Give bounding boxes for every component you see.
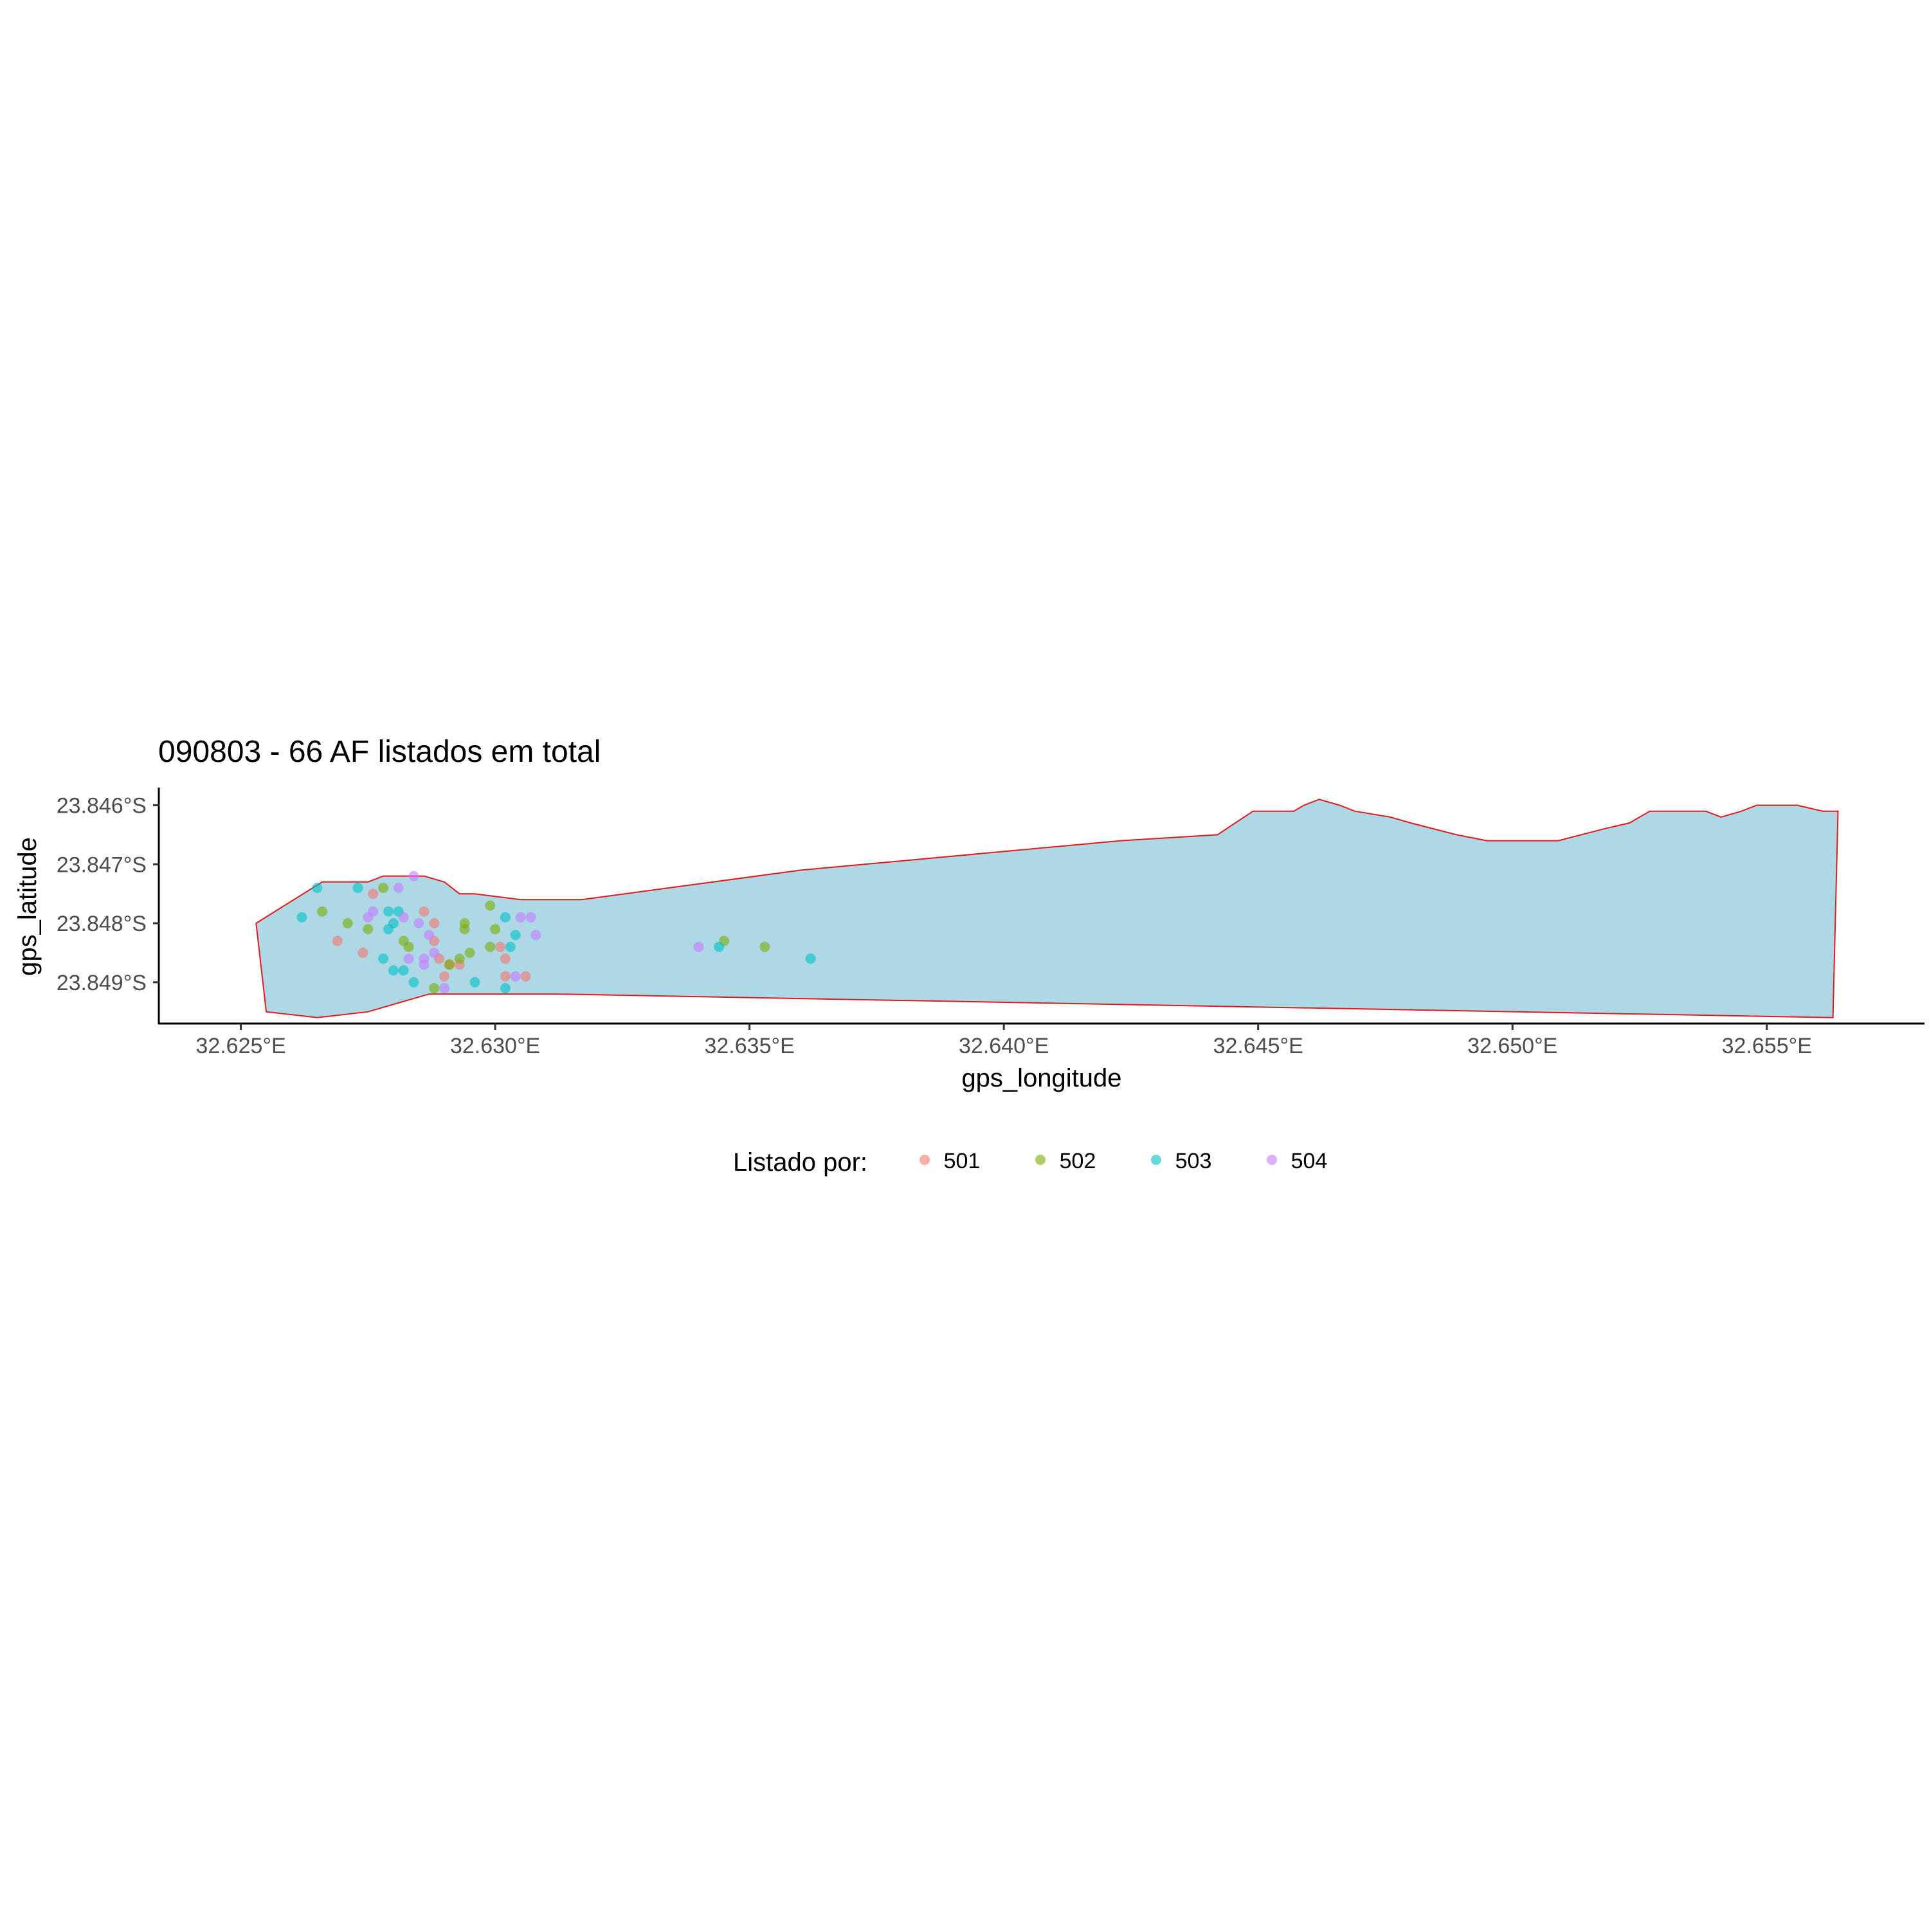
y-tick-label: 23.846°S	[57, 794, 147, 818]
point-502	[363, 924, 374, 935]
point-502	[464, 947, 475, 958]
point-501	[358, 947, 368, 958]
point-504	[403, 953, 414, 964]
point-502	[403, 941, 414, 952]
legend: Listado por: 501 502 503 504	[733, 1148, 1327, 1177]
x-tick-label: 32.650°E	[1467, 1034, 1557, 1058]
x-tick-label: 32.640°E	[959, 1034, 1049, 1058]
series-502	[317, 883, 770, 993]
point-502	[485, 900, 496, 911]
point-504	[429, 947, 440, 958]
point-504	[510, 971, 521, 982]
point-504	[413, 918, 424, 928]
points-layer	[296, 871, 816, 993]
x-tick-label: 32.625°E	[195, 1034, 285, 1058]
legend-label-501: 501	[944, 1149, 981, 1173]
x-axis-title: gps_longitude	[961, 1064, 1121, 1092]
x-tick-label: 32.630°E	[450, 1034, 540, 1058]
point-502	[429, 983, 440, 993]
point-502	[459, 924, 470, 935]
series-504	[363, 871, 704, 993]
point-503	[383, 906, 394, 917]
x-tick-label: 32.655°E	[1722, 1034, 1812, 1058]
point-503	[352, 883, 363, 893]
point-501	[439, 971, 449, 982]
chart-title: 090803 - 66 AF listados em total	[158, 735, 601, 769]
legend-key-504	[1267, 1155, 1277, 1165]
point-503	[378, 953, 389, 964]
point-504	[398, 912, 409, 923]
point-501	[332, 935, 343, 946]
point-504	[439, 983, 449, 993]
point-501	[419, 906, 430, 917]
point-503	[296, 912, 307, 923]
point-503	[398, 965, 409, 976]
x-tick-label: 32.635°E	[704, 1034, 794, 1058]
point-504	[525, 912, 536, 923]
point-503	[500, 912, 511, 923]
point-501	[520, 971, 531, 982]
point-504	[530, 930, 541, 941]
point-503	[469, 977, 480, 988]
x-axis-ticks: 32.625°E 32.630°E 32.635°E 32.640°E 32.645°E…	[195, 1024, 1812, 1058]
point-502	[342, 918, 353, 928]
plot-area	[255, 799, 1839, 1018]
y-axis-title: gps_latitude	[14, 837, 42, 976]
x-tick-label: 32.645°E	[1213, 1034, 1303, 1058]
point-503	[510, 930, 521, 941]
point-501	[429, 918, 440, 928]
point-504	[515, 912, 526, 923]
legend-label-504: 504	[1291, 1149, 1328, 1173]
point-504	[419, 959, 430, 970]
series-503	[296, 883, 816, 993]
point-502	[444, 959, 455, 970]
point-501	[500, 953, 511, 964]
point-504	[368, 906, 379, 917]
point-502	[759, 941, 770, 952]
legend-title: Listado por:	[733, 1148, 867, 1177]
legend-label-503: 503	[1175, 1149, 1212, 1173]
point-503	[408, 977, 419, 988]
point-502	[490, 924, 501, 935]
point-502	[317, 906, 328, 917]
point-502	[454, 953, 465, 964]
legend-key-501	[919, 1155, 930, 1165]
point-504	[424, 930, 435, 941]
y-axis-ticks: 23.846°S 23.847°S 23.848°S 23.849°S	[57, 794, 159, 995]
point-504	[693, 941, 704, 952]
y-tick-label: 23.849°S	[57, 971, 147, 995]
point-503	[312, 883, 323, 893]
point-501	[368, 889, 379, 899]
point-502	[378, 883, 389, 893]
point-503	[714, 941, 725, 952]
point-503	[388, 965, 399, 976]
y-tick-label: 23.847°S	[57, 853, 147, 877]
boundary-polygon	[255, 799, 1839, 1018]
point-503	[805, 953, 816, 964]
point-503	[388, 918, 399, 928]
point-502	[485, 941, 496, 952]
legend-label-502: 502	[1060, 1149, 1096, 1173]
point-503	[505, 941, 516, 952]
point-501	[500, 971, 511, 982]
point-503	[500, 983, 511, 993]
y-tick-label: 23.848°S	[57, 912, 147, 936]
legend-key-502	[1035, 1155, 1046, 1165]
legend-key-503	[1151, 1155, 1161, 1165]
point-504	[393, 883, 404, 893]
point-504	[408, 871, 419, 881]
point-501	[495, 941, 505, 952]
